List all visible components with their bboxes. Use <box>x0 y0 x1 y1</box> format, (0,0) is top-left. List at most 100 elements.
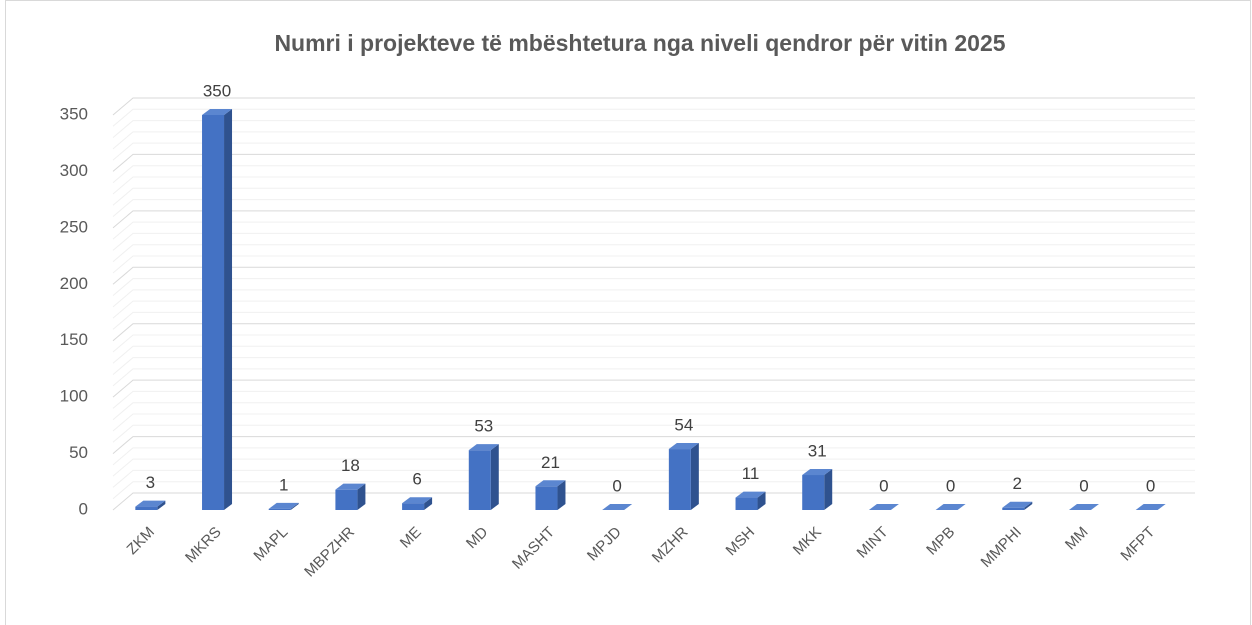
bar-front <box>535 486 558 510</box>
chart-title: Numri i projekteve të mbështetura nga ni… <box>274 30 1005 56</box>
grid-line <box>112 492 1195 511</box>
x-tick-label: MMPHI <box>978 524 1025 571</box>
bar-top <box>935 504 966 510</box>
minor-grid-line <box>112 390 1195 409</box>
bar <box>1068 504 1099 510</box>
bar-front <box>135 506 158 510</box>
bar-top <box>402 497 433 504</box>
x-tick-label: MFPT <box>1117 524 1158 565</box>
x-tick-label: MBPZHR <box>301 524 358 581</box>
x-tick-label: MAPL <box>250 524 291 565</box>
grid-line <box>112 436 1195 454</box>
value-label: 0 <box>879 476 888 495</box>
y-tick-label: 300 <box>60 161 88 180</box>
x-tick-label: MINT <box>854 524 892 562</box>
bar <box>135 500 166 510</box>
minor-grid-line <box>112 334 1195 353</box>
minor-grid-line <box>112 413 1195 432</box>
bar-front <box>335 489 358 510</box>
x-tick-label: MKRS <box>182 524 225 567</box>
bar-side <box>157 500 166 510</box>
minor-grid-line <box>112 176 1195 195</box>
x-tick-label: ME <box>397 524 425 552</box>
bar <box>868 504 899 510</box>
bar-top <box>735 491 766 498</box>
x-tick-label: MZHR <box>649 523 692 566</box>
value-label: 18 <box>341 456 360 475</box>
value-label: 21 <box>541 453 560 472</box>
minor-grid-line <box>112 187 1195 206</box>
minor-grid-line <box>112 108 1195 127</box>
bar-front <box>202 115 225 510</box>
y-tick-label: 200 <box>60 274 88 293</box>
minor-grid-line <box>112 244 1195 263</box>
bar-side <box>1024 501 1033 510</box>
bar <box>535 480 566 510</box>
value-label: 11 <box>742 464 760 483</box>
bar-top <box>868 504 899 510</box>
bar-top <box>668 443 699 450</box>
bar-front <box>1002 507 1025 510</box>
bar-side <box>824 469 833 510</box>
x-tick-label: MSH <box>723 524 759 560</box>
bar-top <box>1135 504 1166 510</box>
bar <box>202 109 233 510</box>
grid-line <box>112 153 1195 172</box>
y-tick-label: 350 <box>60 104 88 123</box>
minor-grid-line <box>112 131 1195 150</box>
bar <box>602 504 633 510</box>
minor-grid-line <box>112 199 1195 217</box>
minor-grid-line <box>112 458 1195 477</box>
bar <box>935 504 966 510</box>
minor-grid-line <box>112 232 1195 251</box>
y-tick-label: 150 <box>60 330 88 349</box>
grid-line <box>112 97 1195 116</box>
minor-grid-line <box>112 368 1195 387</box>
bar <box>1002 501 1033 510</box>
value-label: 0 <box>1146 476 1155 495</box>
minor-grid-line <box>112 424 1195 443</box>
bar <box>802 469 833 510</box>
bar-top <box>335 483 366 490</box>
minor-grid-line <box>112 447 1195 466</box>
bar-front <box>268 508 291 510</box>
y-tick-label: 250 <box>60 217 88 236</box>
bar-front <box>735 497 758 510</box>
minor-grid-line <box>112 300 1195 319</box>
bar-side <box>557 480 566 510</box>
bar <box>402 497 433 510</box>
bar-top <box>1068 504 1099 510</box>
minor-grid-line <box>112 255 1195 274</box>
bar-top <box>802 469 833 476</box>
bar-top <box>135 500 166 507</box>
value-label: 0 <box>946 476 955 495</box>
grid-line <box>112 210 1195 229</box>
value-label: 53 <box>474 417 493 436</box>
grid-line <box>112 379 1195 398</box>
bar-top <box>202 109 233 115</box>
value-label: 350 <box>203 81 231 100</box>
minor-grid-line <box>112 289 1195 308</box>
value-label: 3 <box>146 473 155 492</box>
x-tick-label: MM <box>1062 524 1092 554</box>
x-tick-label: MKK <box>790 524 825 559</box>
minor-grid-line <box>112 345 1195 364</box>
bar-top <box>1002 501 1033 508</box>
grid-line <box>112 266 1195 285</box>
value-label: 6 <box>412 470 421 489</box>
bar-side <box>690 443 699 510</box>
minor-grid-line <box>112 221 1195 240</box>
bar-top <box>468 444 499 451</box>
minor-grid-line <box>112 481 1195 500</box>
bar-front <box>802 475 825 510</box>
bar-side <box>757 491 766 510</box>
x-tick-label: MPJD <box>584 524 625 565</box>
bar-front <box>402 503 425 510</box>
y-tick-label: 0 <box>79 499 88 518</box>
y-tick-label: 100 <box>60 387 88 406</box>
y-tick-label: 50 <box>69 443 88 462</box>
bar <box>335 483 366 510</box>
bar-side <box>224 109 233 510</box>
minor-grid-line <box>112 311 1195 330</box>
